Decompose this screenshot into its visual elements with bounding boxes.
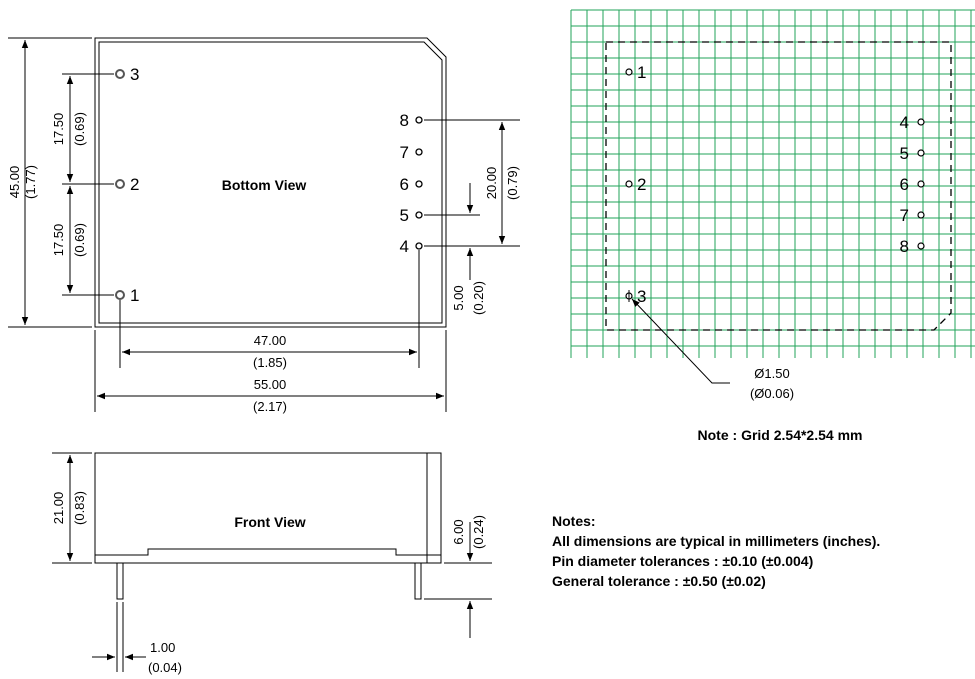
bottom-pin-1: 1 [115,286,139,305]
front-view: Front View 21.00 (0.83) 6.00 (0.24) 1.00 [51,452,492,675]
notes-heading: Notes: [552,513,596,529]
footprint-pin-5: 5 [900,144,925,163]
svg-text:1: 1 [130,286,139,305]
svg-text:20.00: 20.00 [484,167,499,200]
bottom-pin-2: 2 [115,175,139,194]
footprint-pin-6: 6 [900,175,925,194]
front-pin-right [414,562,422,600]
front-view-extension-lines [52,452,492,672]
grid-note: Note : Grid 2.54*2.54 mm [698,427,863,443]
bottom-pin-5: 5 [400,206,423,225]
notes-line-2: Pin diameter tolerances : ±0.10 (±0.004) [552,553,813,569]
dim-pin2-pin1: 17.50 (0.69) [51,186,87,293]
bottom-view-title: Bottom View [222,177,307,193]
footprint-pin-3: 3 [625,287,646,306]
dim-pin8-pin4: 20.00 (0.79) [484,122,520,244]
svg-text:6: 6 [400,175,409,194]
footprint-pin-4: 4 [900,113,925,132]
svg-text:2: 2 [130,175,139,194]
svg-text:6: 6 [900,175,909,194]
front-view-standoff [94,548,442,563]
svg-text:7: 7 [900,206,909,225]
svg-text:(0.20): (0.20) [471,281,486,315]
svg-text:8: 8 [400,111,409,130]
dim-pin3-pin2: 17.50 (0.69) [51,76,87,182]
svg-text:(2.17): (2.17) [253,399,287,414]
svg-text:7: 7 [400,143,409,162]
svg-text:3: 3 [130,65,139,84]
svg-text:21.00: 21.00 [51,492,66,525]
svg-text:1: 1 [637,63,646,82]
front-view-body [94,452,442,564]
bottom-pin-6: 6 [400,175,423,194]
svg-text:4: 4 [900,113,909,132]
footprint-pin-8: 8 [900,237,925,256]
dim-front-height-21: 21.00 (0.83) [51,455,87,561]
bottom-pin-4: 4 [400,237,423,256]
svg-text:(0.83): (0.83) [72,491,87,525]
front-pin-left [116,562,124,600]
footprint-outline [605,41,952,331]
svg-text:(0.69): (0.69) [72,112,87,146]
bottom-view-extension-lines [8,37,520,412]
svg-text:2: 2 [637,175,646,194]
svg-text:Ø1.50: Ø1.50 [754,366,789,381]
bottom-view-outline-outer [94,37,447,328]
dim-pin-length-6: 6.00 (0.24) [451,515,486,638]
dim-width-55: 55.00 (2.17) [97,377,444,414]
svg-text:3: 3 [637,287,646,306]
dim-pin5-pin4: 5.00 (0.20) [451,183,486,315]
hole-callout: Ø1.50 (Ø0.06) [631,298,794,401]
svg-text:(0.24): (0.24) [471,515,486,549]
footprint-pin-7: 7 [900,206,925,225]
svg-text:(0.69): (0.69) [72,223,87,257]
notes-block: Notes: All dimensions are typical in mil… [552,513,880,589]
svg-text:47.00: 47.00 [254,333,287,348]
notes-line-1: All dimensions are typical in millimeter… [552,533,880,549]
svg-text:5: 5 [400,206,409,225]
svg-text:8: 8 [900,237,909,256]
svg-text:17.50: 17.50 [51,113,66,146]
svg-text:5.00: 5.00 [451,285,466,310]
svg-text:(1.85): (1.85) [253,355,287,370]
dim-pin-width-1: 1.00 (0.04) [92,640,182,675]
bottom-pin-3: 3 [115,65,139,84]
notes-line-3: General tolerance : ±0.50 (±0.02) [552,573,766,589]
footprint-pin-2: 2 [625,175,646,194]
footprint-pin-1: 1 [625,63,646,82]
svg-text:45.00: 45.00 [7,166,22,199]
svg-text:17.50: 17.50 [51,224,66,257]
svg-text:5: 5 [900,144,909,163]
svg-text:(1.77): (1.77) [23,165,38,199]
svg-text:6.00: 6.00 [451,519,466,544]
bottom-pin-8: 8 [400,111,423,130]
bottom-view-outline-inner [98,41,443,324]
front-view-title: Front View [234,514,305,530]
svg-text:(0.79): (0.79) [505,166,520,200]
dim-pin-span-47: 47.00 (1.85) [122,333,417,370]
svg-text:4: 4 [400,237,409,256]
svg-text:(Ø0.06): (Ø0.06) [750,386,794,401]
svg-text:(0.04): (0.04) [148,660,182,675]
svg-text:1.00: 1.00 [150,640,175,655]
dim-height-45: 45.00 (1.77) [7,40,38,325]
bottom-view: Bottom View 3 2 1 8 7 6 5 [7,37,520,414]
footprint-grid: 1 2 3 4 5 6 7 8 [570,9,975,443]
svg-text:55.00: 55.00 [254,377,287,392]
bottom-pin-7: 7 [400,143,423,162]
